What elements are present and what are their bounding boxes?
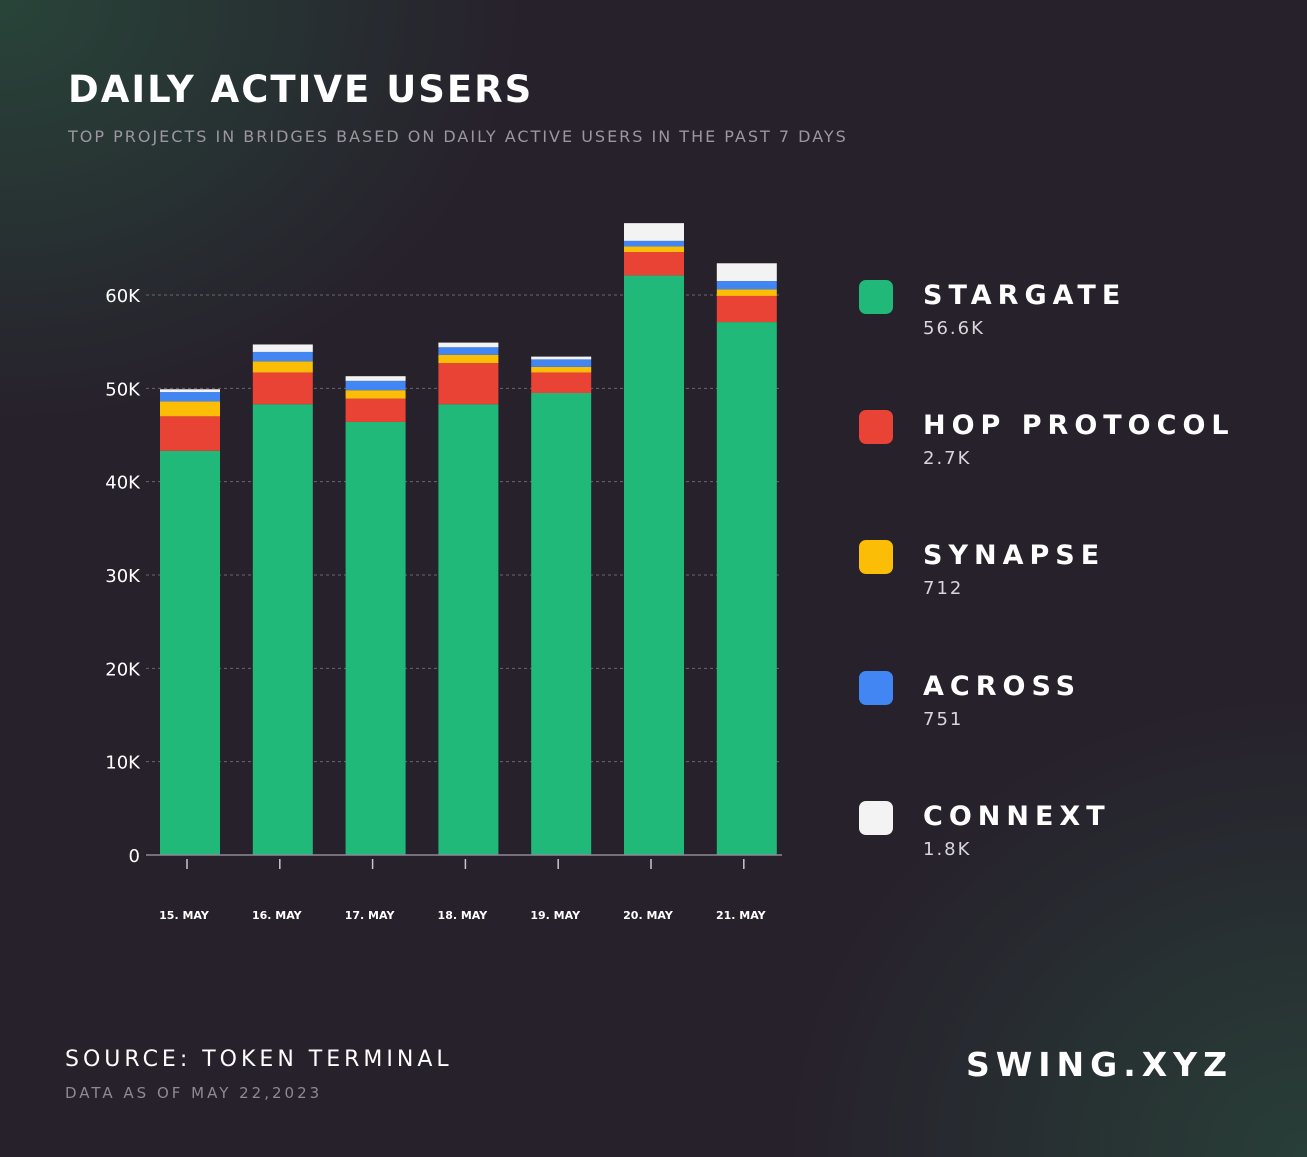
brand-logo-text: SWING.XYZ <box>966 1045 1233 1084</box>
legend-item-synapse: SYNAPSE 712 <box>859 540 1299 610</box>
legend-swatch-stargate <box>859 280 893 314</box>
bar-segment <box>438 363 499 405</box>
bar-segment <box>716 281 777 290</box>
bar-segment <box>438 404 499 855</box>
legend-label-synapse: SYNAPSE <box>923 540 1106 571</box>
legend-value-across: 751 <box>923 709 964 730</box>
bar-segment <box>345 380 406 391</box>
bar-segment <box>438 354 499 364</box>
bar-segment <box>624 275 684 855</box>
source-credit: SOURCE: TOKEN TERMINAL <box>65 1047 453 1072</box>
legend-swatch-synapse <box>859 540 893 574</box>
legend-swatch-hop-protocol <box>859 410 893 444</box>
x-tick-label: 18. MAY <box>438 909 489 922</box>
x-tick-label: 19. MAY <box>530 909 581 922</box>
bar-segment <box>531 372 592 393</box>
bar-segment <box>252 404 313 855</box>
bar-segment <box>716 289 777 296</box>
legend-item-connext: CONNEXT 1.8K <box>859 801 1299 871</box>
legend-label-stargate: STARGATE <box>923 280 1127 311</box>
bar-segment <box>252 372 313 405</box>
legend-value-stargate: 56.6K <box>923 318 985 339</box>
stacked-bar-chart: 0 10K 20K 30K 40K 50K 60K 15. MAY 16. MAY 17. MAY… <box>105 223 782 922</box>
y-tick-label: 10K <box>105 753 141 774</box>
bar-segment <box>531 359 592 367</box>
y-tick-label: 30K <box>105 566 141 587</box>
bar-segment <box>160 401 220 417</box>
bar-segment <box>716 263 777 281</box>
data-date-note: DATA AS OF MAY 22,2023 <box>65 1084 323 1102</box>
bar-segment <box>160 392 220 402</box>
legend-swatch-connext <box>859 801 893 835</box>
legend-value-connext: 1.8K <box>923 839 972 860</box>
bar-segment <box>531 366 592 373</box>
legend-label-across: ACROSS <box>923 671 1082 702</box>
y-tick-label: 20K <box>105 659 141 680</box>
bar-segment <box>531 356 592 360</box>
legend-label-connext: CONNEXT <box>923 801 1111 832</box>
bar-segment <box>624 246 684 253</box>
y-tick-label: 60K <box>105 286 141 307</box>
bar-segment <box>438 342 499 348</box>
legend-label-hop-protocol: HOP PROTOCOL <box>923 410 1235 441</box>
y-tick-label: 40K <box>105 473 141 494</box>
y-tick-label: 50K <box>105 379 141 400</box>
legend-swatch-across <box>859 671 893 705</box>
bar-segment <box>716 295 777 323</box>
x-tick-label: 16. MAY <box>252 909 303 922</box>
bar-segment <box>160 450 220 855</box>
bar-segment <box>531 393 592 855</box>
chart-subtitle: TOP PROJECTS IN BRIDGES BASED ON DAILY A… <box>68 127 848 146</box>
x-tick-label: 17. MAY <box>345 909 396 922</box>
bar-segment <box>345 398 406 422</box>
bar-segment <box>624 223 684 241</box>
bar-segment <box>345 390 406 399</box>
bar-segment <box>624 240 684 247</box>
chart-title: DAILY ACTIVE USERS <box>68 68 534 111</box>
bar-segment <box>160 416 220 451</box>
legend-item-stargate: STARGATE 56.6K <box>859 280 1299 350</box>
bar-segment <box>252 361 313 373</box>
bar-segment <box>252 351 313 362</box>
bar-segment <box>252 344 313 352</box>
x-tick-label: 20. MAY <box>623 909 674 922</box>
legend-value-hop-protocol: 2.7K <box>923 448 972 469</box>
bar-segment <box>716 322 777 856</box>
x-tick-label: 21. MAY <box>716 909 767 922</box>
legend-value-synapse: 712 <box>923 578 964 599</box>
bar-segment <box>624 252 684 276</box>
bar-segment <box>345 376 406 381</box>
legend-item-hop-protocol: HOP PROTOCOL 2.7K <box>859 410 1299 480</box>
bar-segment <box>345 421 406 855</box>
bar-segment <box>160 389 220 393</box>
y-tick-label: 0 <box>129 846 140 867</box>
legend-item-across: ACROSS 751 <box>859 671 1299 741</box>
bar-segment <box>438 347 499 355</box>
x-tick-label: 15. MAY <box>159 909 210 922</box>
